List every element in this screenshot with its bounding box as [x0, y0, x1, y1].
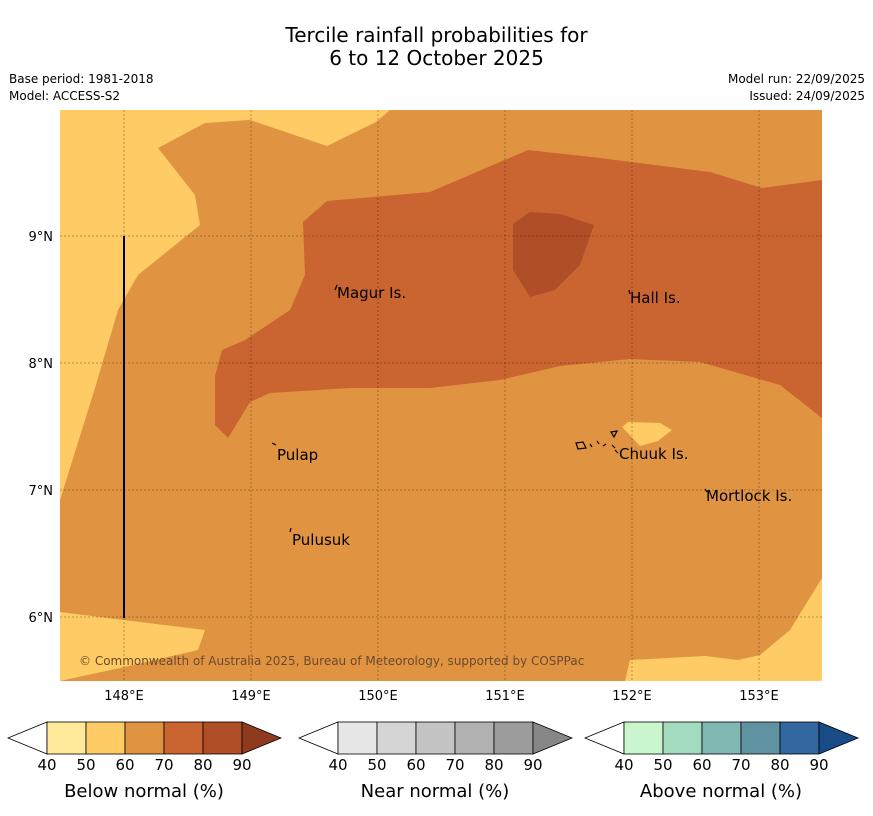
legend-near-swatch	[493, 721, 534, 755]
legend-above-normal	[583, 721, 860, 755]
mortlock-island-outline	[704, 488, 708, 493]
legend-tick-label: 80	[484, 756, 504, 774]
region-50-southeast	[625, 578, 822, 681]
axis-tick-labels: 148°E 149°E 150°E 151°E 152°E 153°E 9°N …	[29, 230, 779, 704]
legend-near-title: Near normal (%)	[360, 781, 510, 802]
legend-above-title: Above normal (%)	[639, 781, 803, 802]
legend-near-arrow-high	[532, 721, 574, 755]
legend-tick-label: 60	[406, 756, 426, 774]
legend-tick-label: 60	[115, 756, 135, 774]
island-outlines	[271, 284, 708, 533]
region-70	[215, 150, 822, 438]
legend-tick-label: 90	[523, 756, 543, 774]
map-title-line2: 6 to 12 October 2025	[329, 46, 544, 70]
model-name: Model: ACCESS-S2	[9, 89, 121, 103]
place-label-chuuk: Chuuk Is.	[619, 445, 688, 463]
lon-label: 149°E	[231, 689, 271, 704]
legend-tick-label: 70	[731, 756, 751, 774]
legend-below-arrow-low	[6, 721, 48, 755]
lon-label: 151°E	[485, 689, 525, 704]
lat-label: 8°N	[29, 357, 54, 372]
graticule	[60, 110, 822, 681]
lon-label: 153°E	[739, 689, 779, 704]
legend-near-swatch	[337, 721, 378, 755]
place-label-hall: Hall Is.	[630, 289, 681, 307]
legend-near-normal	[297, 721, 574, 755]
copyright-notice: © Commonwealth of Australia 2025, Bureau…	[79, 654, 584, 668]
legend-above-arrow-high	[818, 721, 860, 755]
lat-label: 6°N	[29, 611, 54, 626]
map-title-line1: Tercile rainfall probabilities for	[285, 23, 588, 47]
legend-tick-label: 50	[367, 756, 387, 774]
legend-below-swatch	[202, 721, 243, 755]
legend-below-swatch	[163, 721, 204, 755]
region-50-southwest	[60, 612, 205, 681]
legend-below-arrow-high	[241, 721, 283, 755]
legend-above-swatch	[779, 721, 820, 755]
lon-label: 148°E	[104, 689, 144, 704]
legend-above-arrow-low	[583, 721, 625, 755]
magur-island-outline	[334, 284, 338, 291]
lat-label: 7°N	[29, 484, 54, 499]
legend-below-title: Below normal (%)	[64, 781, 224, 802]
legend-tick-label: 90	[232, 756, 252, 774]
legend-near-arrow-low	[297, 721, 339, 755]
legend-near-swatch	[454, 721, 495, 755]
legend-above-swatch	[623, 721, 664, 755]
legend-tick-label: 40	[328, 756, 348, 774]
place-label-pulusuk: Pulusuk	[292, 531, 350, 549]
pulusuk-island-outline	[289, 527, 292, 533]
legend-tick-label: 80	[193, 756, 213, 774]
probability-field	[60, 110, 822, 681]
legend-tick-label: 80	[770, 756, 790, 774]
legend-below-swatch	[124, 721, 165, 755]
hall-island-outline	[628, 289, 631, 295]
legend-near-swatch	[376, 721, 417, 755]
legend-below-swatch	[46, 721, 87, 755]
chuuk-lagoon-outline	[575, 430, 619, 454]
legend-above-swatch	[740, 721, 781, 755]
legend-tick-label: 50	[653, 756, 673, 774]
place-label-magur: Magur Is.	[337, 284, 406, 302]
pulap-island-outline	[271, 442, 277, 446]
legend-near-swatch	[415, 721, 456, 755]
legend-tick-label: 60	[692, 756, 712, 774]
meta-right: Model run: 22/09/2025 Issued: 24/09/2025	[728, 71, 865, 105]
legend-tick-label: 70	[445, 756, 465, 774]
legend-below-swatch	[85, 721, 126, 755]
place-label-mortlock: Mortlock Is.	[706, 487, 792, 505]
region-50-chuuk	[622, 422, 672, 446]
legend-tick-label: 50	[76, 756, 96, 774]
base-period: Base period: 1981-2018	[9, 72, 154, 86]
lon-label: 152°E	[612, 689, 652, 704]
legend-tick-label: 70	[154, 756, 174, 774]
region-80	[513, 212, 594, 297]
legend-below-normal	[6, 721, 283, 755]
place-label-pulap: Pulap	[277, 446, 318, 464]
legend-above-swatch	[701, 721, 742, 755]
place-labels: Magur Is. Hall Is. Pulap Chuuk Is. Mortl…	[277, 284, 792, 549]
model-run: Model run: 22/09/2025	[727, 72, 865, 86]
lon-label: 150°E	[358, 689, 398, 704]
lat-label: 9°N	[29, 230, 54, 245]
meta-left: Base period: 1981-2018 Model: ACCESS-S2	[9, 71, 154, 105]
legend-tick-label: 40	[614, 756, 634, 774]
legend-tick-label: 90	[809, 756, 829, 774]
issued-date: Issued: 24/09/2025	[749, 89, 865, 103]
legend-above-swatch	[662, 721, 703, 755]
region-50-west	[60, 110, 390, 500]
legend-tick-label: 40	[37, 756, 57, 774]
